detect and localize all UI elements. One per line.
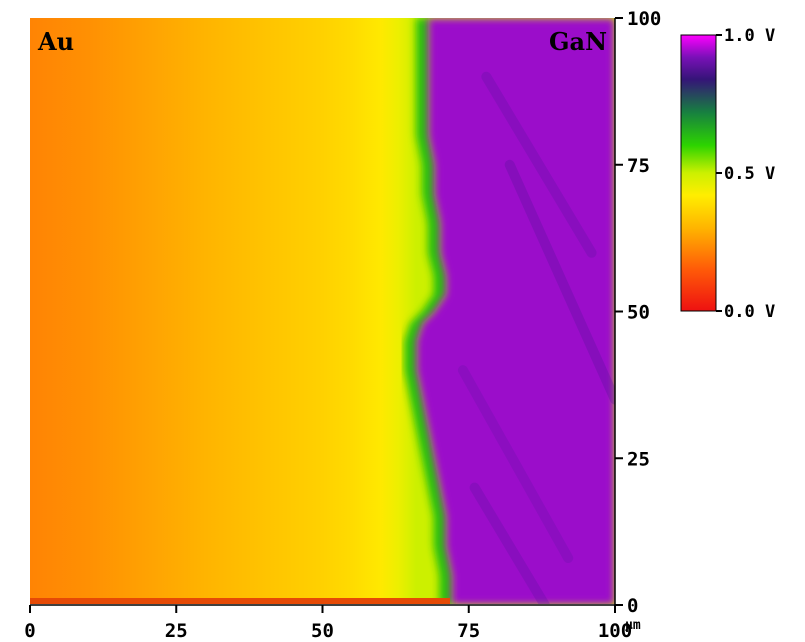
x-ticks: 0 25 50 75 100 [24,605,632,642]
gan-streak [469,482,550,604]
gan-streak [504,159,615,405]
x-tick-label: 100 [598,620,632,642]
y-tick-label: 75 [627,155,650,177]
x-tick-label: 75 [457,620,480,642]
y-ticks: 0 25 50 75 100 [615,8,661,617]
y-tick-label: 0 [627,595,638,617]
boundary-transition [404,18,454,604]
gan-streak [481,71,597,258]
colorbar-tick-label: 0.5 V [724,164,775,184]
bottom-edge-strip [30,598,450,604]
x-unit-label: µm [625,618,641,633]
colorbar: 0.0 V 0.5 V 1.0 V [680,26,775,322]
annotation-au: Au [37,27,74,56]
heatmap-area [30,18,615,604]
y-tick-label: 50 [627,302,650,324]
gan-streak [457,365,574,564]
gan-region [416,18,615,604]
axes: 0 25 50 75 100 0 25 50 75 100 µm [24,8,661,642]
x-tick-label: 0 [24,620,35,642]
y-tick-label: 25 [627,448,650,470]
y-tick-label: 100 [627,8,661,30]
x-tick-label: 50 [311,620,334,642]
colorbar-fill [681,35,716,311]
colorbar-tick-label: 1.0 V [724,26,775,46]
colorbar-ticks: 0.0 V 0.5 V 1.0 V [716,26,775,322]
x-tick-label: 25 [165,620,188,642]
colorbar-tick-label: 0.0 V [724,302,775,322]
gan-texture [457,71,615,604]
annotation-gan: GaN [549,27,607,56]
